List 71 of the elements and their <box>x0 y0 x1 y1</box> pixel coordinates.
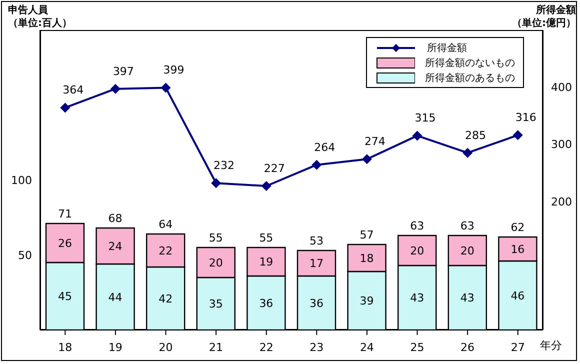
y-tick-label: 50 <box>18 248 32 262</box>
data-label: 20 <box>460 244 474 258</box>
data-label: 35 <box>208 298 223 311</box>
data-label: 364 <box>62 84 84 97</box>
data-label: 36 <box>310 296 324 310</box>
legend-label: 所得金額 <box>427 42 467 54</box>
x-tick-label: 20 <box>158 340 173 354</box>
y2-axis-title: 所得金額（単位:億円） <box>512 4 576 30</box>
data-label: 285 <box>465 128 486 142</box>
data-label: 39 <box>360 294 374 308</box>
total-label: 62 <box>510 221 525 234</box>
x-tick-label: 19 <box>108 340 122 354</box>
data-label: 22 <box>158 244 173 258</box>
x-tick-label: 26 <box>460 340 475 354</box>
x-tick-label: 21 <box>209 340 224 354</box>
point <box>261 181 272 191</box>
point <box>462 148 473 158</box>
data-label: 44 <box>108 290 122 304</box>
y-tick-label: 100 <box>11 174 32 187</box>
point <box>362 154 372 164</box>
total-label: 53 <box>310 234 324 248</box>
point <box>211 178 222 188</box>
x-tick-label: 22 <box>259 340 274 354</box>
data-label: 397 <box>112 64 134 78</box>
data-label: 232 <box>214 159 235 172</box>
y2-tick-label: 300 <box>551 138 572 152</box>
data-label: 18 <box>360 252 374 265</box>
x-tick-label: 24 <box>360 340 374 354</box>
data-label: 274 <box>364 135 386 148</box>
data-label: 43 <box>410 292 424 305</box>
x-axis-title: 年分 <box>540 338 562 353</box>
total-label: 55 <box>259 232 274 244</box>
data-label: 316 <box>515 111 536 124</box>
data-label: 17 <box>310 257 324 270</box>
point <box>312 160 322 170</box>
total-label: 63 <box>410 220 424 232</box>
legend-label: 所得金額のあるもの <box>425 72 515 84</box>
data-label: 43 <box>460 292 474 305</box>
y2-tick-label: 200 <box>551 195 572 208</box>
point <box>160 82 171 93</box>
data-label: 264 <box>314 140 336 154</box>
x-tick-label: 25 <box>410 340 424 354</box>
point <box>412 130 422 141</box>
data-label: 46 <box>510 289 525 302</box>
x-tick-label: 27 <box>510 340 525 354</box>
y-axis-title: 申告人員（単位:百人） <box>8 4 72 30</box>
data-label: 315 <box>414 112 436 125</box>
total-label: 71 <box>58 208 72 220</box>
data-label: 42 <box>158 292 173 306</box>
data-label: 24 <box>108 240 122 253</box>
x-tick-label: 23 <box>310 340 324 354</box>
total-label: 55 <box>208 232 223 244</box>
data-label: 36 <box>259 296 274 310</box>
x-tick-label: 18 <box>58 340 72 354</box>
total-label: 68 <box>108 212 122 225</box>
data-label: 26 <box>58 236 72 250</box>
data-label: 227 <box>264 162 285 175</box>
point <box>60 102 70 113</box>
legend-label: 所得金額のないもの <box>425 56 515 70</box>
data-label: 399 <box>163 64 184 77</box>
data-label: 16 <box>510 242 525 256</box>
data-label: 20 <box>410 244 424 258</box>
point <box>110 84 120 94</box>
total-label: 64 <box>158 218 173 231</box>
point <box>512 130 523 140</box>
data-label: 19 <box>259 256 274 269</box>
total-label: 57 <box>360 228 374 242</box>
data-label: 20 <box>208 256 223 270</box>
data-label: 45 <box>58 290 72 304</box>
y2-tick-label: 400 <box>551 81 572 94</box>
total-label: 63 <box>460 220 474 232</box>
